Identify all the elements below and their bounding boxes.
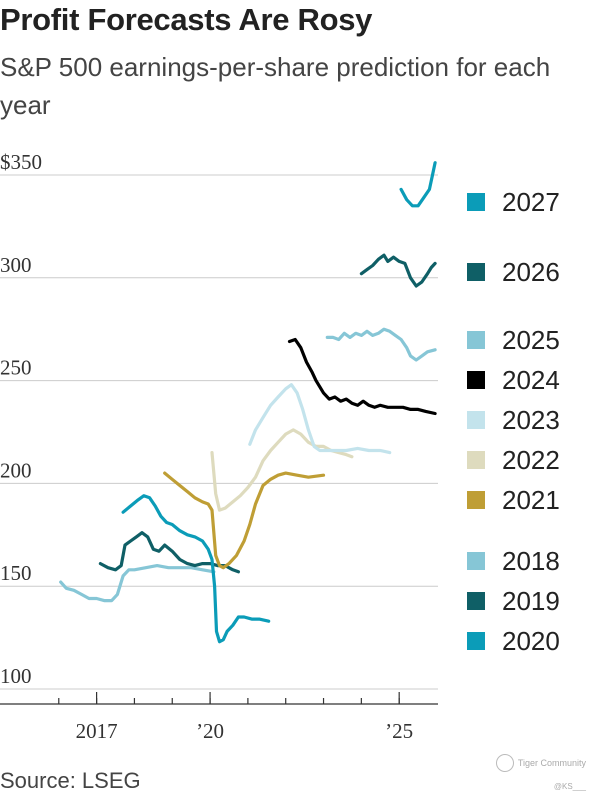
series-line-2022 <box>210 428 354 512</box>
legend-label-2027: 2027 <box>502 187 560 217</box>
source-note: Source: LSEG <box>0 768 141 793</box>
series-line-2020 <box>121 494 271 644</box>
y-tick-label-250: 250 <box>0 356 32 380</box>
x-axis: 2017 ’20 ’25 <box>0 692 438 743</box>
y-tick-label-150: 150 <box>0 561 32 585</box>
legend-swatch-2024 <box>467 371 485 389</box>
series-line-2025 <box>325 327 437 362</box>
legend-swatch-2022 <box>467 451 485 469</box>
gridlines <box>0 174 438 690</box>
x-tick-label-2020: ’20 <box>196 719 224 743</box>
legend-label-2022: 2022 <box>502 445 560 475</box>
series-line-2021 <box>163 471 326 570</box>
legend-swatch-2026 <box>467 263 485 281</box>
legend-swatch-2020 <box>467 632 485 650</box>
legend-swatch-2027 <box>467 193 485 211</box>
y-axis-labels: 100 150 200 250 300 $350 <box>0 150 42 688</box>
legend-swatch-2021 <box>467 491 485 509</box>
series-line-2027 <box>399 161 437 208</box>
y-tick-label-300: 300 <box>0 253 32 277</box>
series-line-2018 <box>59 564 216 603</box>
watermark-handle: @KS___ <box>553 782 586 791</box>
watermark-logo-icon <box>495 754 514 772</box>
chart-title: Profit Forecasts Are Rosy <box>0 2 373 37</box>
legend-label-2019: 2019 <box>502 586 560 616</box>
chart-subtitle: S&P 500 earnings-per-share prediction fo… <box>0 52 551 120</box>
legend-label-2026: 2026 <box>502 257 560 287</box>
series-line-2019 <box>98 531 240 574</box>
series-line-2026 <box>359 253 437 288</box>
watermark: Tiger Community <box>495 754 586 772</box>
plot-lines <box>59 161 437 644</box>
y-tick-label-350: $350 <box>0 150 42 174</box>
y-tick-label-100: 100 <box>0 664 32 688</box>
legend-label-2021: 2021 <box>502 485 560 515</box>
x-tick-label-2025: ’25 <box>385 719 413 743</box>
legend-label-2020: 2020 <box>502 626 560 656</box>
legend-swatch-2023 <box>467 411 485 429</box>
legend-swatch-2025 <box>467 331 485 349</box>
legend-label-2023: 2023 <box>502 405 560 435</box>
series-line-2024 <box>287 337 437 416</box>
y-tick-label-200: 200 <box>0 458 32 482</box>
legend-label-2024: 2024 <box>502 365 560 395</box>
legend-label-2018: 2018 <box>502 546 560 576</box>
legend-label-2025: 2025 <box>502 325 560 355</box>
legend-swatch-2019 <box>467 592 485 610</box>
watermark-text: Tiger Community <box>517 758 586 768</box>
x-tick-label-2017: 2017 <box>76 719 118 743</box>
series-line-2023 <box>248 383 392 455</box>
legend-swatch-2018 <box>467 552 485 570</box>
legend: 2027 2026 2025 2024 2023 2022 2021 2018 2019 2020 <box>467 187 560 656</box>
